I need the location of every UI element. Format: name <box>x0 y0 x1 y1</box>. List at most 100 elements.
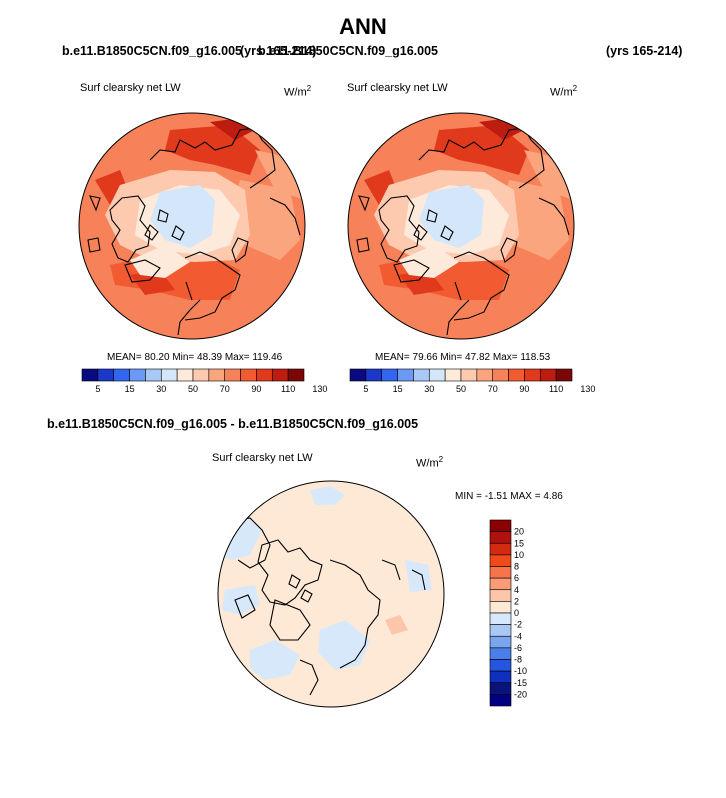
right-units-label: W/m2 <box>550 84 578 99</box>
right-colorbar-tick-label: 70 <box>488 384 498 394</box>
left-colorbar-tick-label: 110 <box>281 384 295 394</box>
diff-coastlines <box>234 517 426 696</box>
right-colorbar-tick-label: 90 <box>519 384 529 394</box>
diff-colorbar-swatch <box>489 624 512 637</box>
diff-colorbar-tick-label: -15 <box>514 678 527 688</box>
right-colorbar-swatch <box>460 368 478 382</box>
right-stats: MEAN= 79.66 Min= 47.82 Max= 118.53 <box>375 352 551 363</box>
diff-colorbar-swatch <box>489 682 512 695</box>
left-colorbar-tick-label: 30 <box>156 384 166 394</box>
left-colorbar-swatch <box>145 368 162 382</box>
right-colorbar-swatch <box>508 368 525 382</box>
left-case-years: (yrs 165-214) <box>240 44 317 58</box>
diff-units-label: W/m2 <box>416 455 444 470</box>
diff-colorbar-swatch <box>489 531 512 544</box>
diff-colorbar-tick-label: -4 <box>514 631 522 641</box>
left-colorbar-swatch <box>176 368 194 382</box>
diff-colorbar-swatch <box>489 519 512 532</box>
left-variable-label: Surf clearsky net LW <box>80 82 181 94</box>
left-colorbar-tick-label: 5 <box>95 384 100 394</box>
right-colorbar-tick-label: 5 <box>363 384 368 394</box>
left-colorbar-tick-label: 90 <box>251 384 261 394</box>
right-colorbar-swatch <box>524 368 541 382</box>
diff-colorbar-swatch <box>489 612 512 625</box>
left-colorbar-swatch <box>81 368 99 382</box>
right-colorbar-swatch <box>381 368 398 382</box>
right-variable-label: Surf clearsky net LW <box>347 82 448 94</box>
diff-colorbar-tick-label: -2 <box>514 620 522 630</box>
right-colorbar: 5 15 30 50 70 90 110 130 <box>349 368 595 394</box>
left-colorbar-swatch <box>192 368 210 382</box>
diff-colorbar-swatch <box>489 589 512 602</box>
diff-colorbar-tick-label: -20 <box>514 689 527 699</box>
left-colorbar-swatch <box>129 368 146 382</box>
right-colorbar-swatch <box>365 368 383 382</box>
right-polar-map <box>347 112 575 340</box>
diff-colorbar-swatch <box>489 542 512 556</box>
figure-title: ANN <box>339 14 387 39</box>
right-colorbar-tick-label: 130 <box>580 384 595 394</box>
diff-colorbar-tick-label: 8 <box>514 562 519 572</box>
diff-colorbar-tick-label: 15 <box>514 538 524 548</box>
diff-colorbar-tick-label: 10 <box>514 550 524 560</box>
right-case-name: b.e11.B1850C5CN.f09_g16.005 <box>258 44 438 58</box>
left-colorbar-swatch <box>224 368 241 382</box>
right-colorbar-tick-label: 110 <box>549 384 563 394</box>
right-case-years: (yrs 165-214) <box>606 44 683 58</box>
right-colorbar-tick-label: 50 <box>456 384 466 394</box>
left-colorbar-swatch <box>97 368 115 382</box>
diff-colorbar-tick-label: -6 <box>514 643 522 653</box>
right-colorbar-swatch <box>555 368 573 382</box>
diff-colorbar-swatch <box>489 554 512 567</box>
diff-colorbar-tick-label: -10 <box>514 666 527 676</box>
right-colorbar-swatch <box>444 368 462 382</box>
left-polar-map <box>78 112 306 340</box>
diff-colorbar-swatch <box>489 601 512 614</box>
left-colorbar-tick-label: 70 <box>220 384 230 394</box>
right-colorbar-swatch <box>428 368 446 382</box>
diff-polar-map <box>217 480 445 708</box>
left-colorbar-swatch <box>208 368 226 382</box>
diff-colorbar-tick-label: 0 <box>514 608 519 618</box>
diff-colorbar-tick-label: 4 <box>514 585 519 595</box>
diff-case-name: b.e11.B1850C5CN.f09_g16.005 - b.e11.B185… <box>47 417 419 431</box>
right-coastlines <box>356 127 570 336</box>
diff-colorbar-swatch <box>489 577 512 591</box>
diff-stats: MIN = -1.51 MAX = 4.86 <box>455 491 563 502</box>
diff-colorbar-tick-label: 2 <box>514 596 519 606</box>
diff-variable-label: Surf clearsky net LW <box>212 452 313 464</box>
diff-colorbar-swatch <box>489 670 512 684</box>
left-units-label: W/m2 <box>284 84 312 99</box>
diff-colorbar-tick-label: 20 <box>514 527 524 537</box>
left-colorbar-tick-label: 15 <box>125 384 135 394</box>
left-colorbar-swatch <box>240 368 257 382</box>
right-colorbar-swatch <box>476 368 494 382</box>
diff-colorbar-tick-label: 6 <box>514 573 519 583</box>
left-colorbar-swatch <box>256 368 273 382</box>
left-colorbar-tick-label: 130 <box>312 384 327 394</box>
right-colorbar-tick-label: 15 <box>393 384 403 394</box>
diff-colorbar-tick-label: -8 <box>514 655 522 665</box>
left-colorbar-swatch <box>113 368 130 382</box>
left-case-name: b.e11.B1850C5CN.f09_g16.005 <box>62 44 242 58</box>
diff-colorbar-swatch <box>489 647 512 660</box>
left-colorbar: 5 15 30 50 70 90 110 130 <box>81 368 327 394</box>
diff-colorbar-swatch <box>489 659 512 672</box>
diff-colorbar-swatch <box>489 566 512 579</box>
right-colorbar-swatch <box>397 368 414 382</box>
left-stats: MEAN= 80.20 Min= 48.39 Max= 119.46 <box>107 352 283 363</box>
left-colorbar-swatch <box>271 368 289 382</box>
right-colorbar-tick-label: 30 <box>424 384 434 394</box>
left-coastlines <box>87 127 301 336</box>
left-colorbar-swatch <box>287 368 305 382</box>
diff-colorbar-swatch <box>489 635 512 649</box>
right-colorbar-swatch <box>413 368 430 382</box>
left-colorbar-swatch <box>160 368 178 382</box>
left-colorbar-tick-label: 50 <box>188 384 198 394</box>
diff-colorbar-swatch <box>489 694 512 707</box>
right-colorbar-swatch <box>349 368 367 382</box>
right-colorbar-swatch <box>492 368 509 382</box>
right-colorbar-swatch <box>539 368 557 382</box>
